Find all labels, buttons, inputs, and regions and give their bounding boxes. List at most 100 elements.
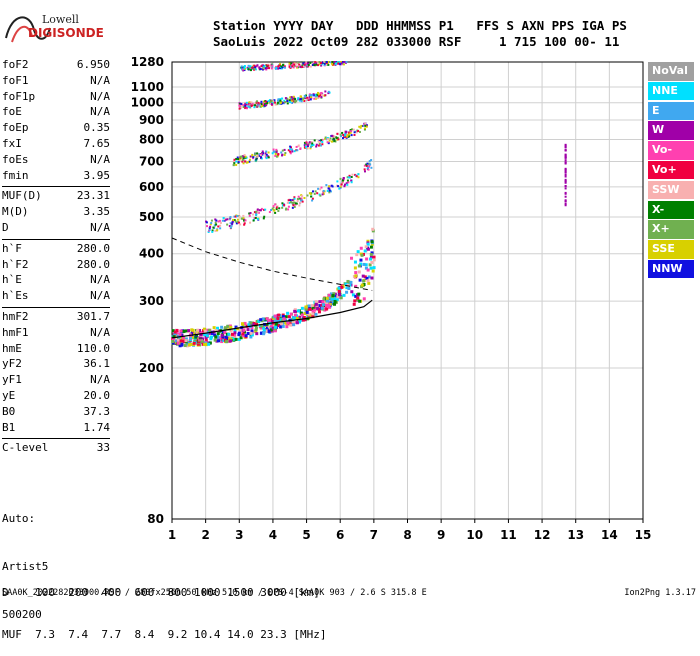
trace-point bbox=[254, 322, 258, 326]
trace-point bbox=[207, 230, 210, 233]
trace-point bbox=[348, 174, 351, 177]
trace-point bbox=[173, 332, 177, 336]
trace-point bbox=[321, 93, 324, 96]
trace-point bbox=[302, 318, 306, 322]
trace-point bbox=[315, 63, 318, 66]
trace-point bbox=[327, 305, 331, 309]
trace-point bbox=[271, 64, 274, 67]
param-value: N/A bbox=[90, 289, 110, 303]
trace-point bbox=[299, 311, 303, 315]
trace-point bbox=[229, 216, 232, 219]
trace-point bbox=[316, 93, 319, 96]
y-tick-label: 400 bbox=[139, 247, 164, 261]
trace-point bbox=[264, 100, 267, 103]
trace-point bbox=[341, 131, 344, 134]
trace-point bbox=[265, 317, 269, 321]
trace-point bbox=[291, 202, 294, 205]
trace-point bbox=[265, 324, 269, 328]
trace-point bbox=[301, 97, 304, 100]
trace-point bbox=[364, 263, 368, 267]
trace-point bbox=[279, 99, 282, 102]
trace-point bbox=[292, 204, 295, 207]
trace-point bbox=[207, 328, 211, 332]
trace-point bbox=[330, 296, 334, 300]
trace-point bbox=[248, 101, 251, 104]
trace-point bbox=[256, 208, 259, 211]
trace-point bbox=[247, 64, 250, 67]
trace-point bbox=[243, 65, 246, 68]
param-value: N/A bbox=[90, 373, 110, 387]
param-row: h`F2 280.0 bbox=[2, 258, 110, 274]
trace-point bbox=[287, 149, 290, 152]
trace-point bbox=[265, 157, 268, 160]
trace-point bbox=[314, 93, 317, 96]
trace-point bbox=[364, 122, 367, 125]
x-tick-label: 1 bbox=[168, 528, 176, 542]
trace-point bbox=[193, 332, 197, 336]
param-name: C-level bbox=[2, 441, 49, 455]
trace-point bbox=[327, 92, 330, 95]
trace-point bbox=[371, 227, 375, 231]
trace-point bbox=[254, 65, 257, 68]
trace-point bbox=[241, 160, 244, 163]
trace-point bbox=[333, 298, 337, 302]
trace-point bbox=[224, 326, 228, 330]
trace-point bbox=[308, 97, 311, 100]
trace-point bbox=[564, 187, 567, 190]
trace-point bbox=[339, 296, 343, 300]
param-row: foEs N/A bbox=[2, 153, 110, 169]
trace-point bbox=[311, 142, 314, 145]
param-name: hmE bbox=[2, 341, 22, 355]
trace-point bbox=[230, 332, 234, 336]
trace-point bbox=[363, 168, 366, 171]
trace-point bbox=[270, 209, 273, 212]
trace-point bbox=[267, 100, 270, 103]
trace-point bbox=[349, 129, 352, 132]
trace-point bbox=[231, 220, 234, 223]
trace-point bbox=[241, 334, 245, 338]
trace-point bbox=[248, 106, 251, 109]
trace-point bbox=[307, 315, 311, 319]
trace-point bbox=[289, 199, 292, 202]
trace-point bbox=[236, 218, 239, 221]
trace-point bbox=[293, 201, 296, 204]
trace-point bbox=[267, 329, 271, 333]
trace-point bbox=[282, 64, 285, 67]
trace-point bbox=[372, 266, 376, 270]
trace-point bbox=[312, 306, 316, 310]
trace-point bbox=[171, 339, 175, 343]
trace-point bbox=[277, 98, 280, 101]
trace-point bbox=[206, 225, 209, 228]
trace-point bbox=[337, 286, 341, 290]
trace-point bbox=[337, 138, 340, 141]
trace-point bbox=[286, 99, 289, 102]
trace-point bbox=[233, 335, 237, 339]
param-row: hmF2 301.7 bbox=[2, 310, 110, 326]
trace-point bbox=[269, 328, 273, 332]
trace-point bbox=[368, 164, 371, 167]
trace-point bbox=[267, 155, 270, 158]
trace-point bbox=[293, 196, 296, 199]
trace-point bbox=[370, 242, 374, 246]
trace-point bbox=[279, 102, 282, 105]
trace-point bbox=[266, 102, 269, 105]
trace-point bbox=[186, 344, 190, 348]
trace-point bbox=[313, 64, 316, 67]
trace-point bbox=[265, 327, 269, 331]
trace-point bbox=[305, 143, 308, 146]
trace-point bbox=[346, 134, 349, 137]
file-info-footer: SAA0K_2022282033000.RSF / 280fx256h 50 k… bbox=[2, 588, 427, 598]
trace-point bbox=[344, 130, 347, 133]
trace-point bbox=[248, 212, 251, 215]
trace-point bbox=[320, 139, 323, 142]
param-name: foF2 bbox=[2, 58, 29, 71]
trace-point bbox=[243, 321, 247, 325]
param-name: B0 bbox=[2, 404, 16, 418]
param-row: yF1 N/A bbox=[2, 373, 110, 389]
trace-point bbox=[293, 65, 296, 68]
trace-point bbox=[328, 191, 331, 194]
trace-point bbox=[300, 197, 303, 200]
trace-point bbox=[267, 64, 270, 67]
trace-point bbox=[299, 98, 302, 101]
trace-point bbox=[369, 255, 373, 259]
